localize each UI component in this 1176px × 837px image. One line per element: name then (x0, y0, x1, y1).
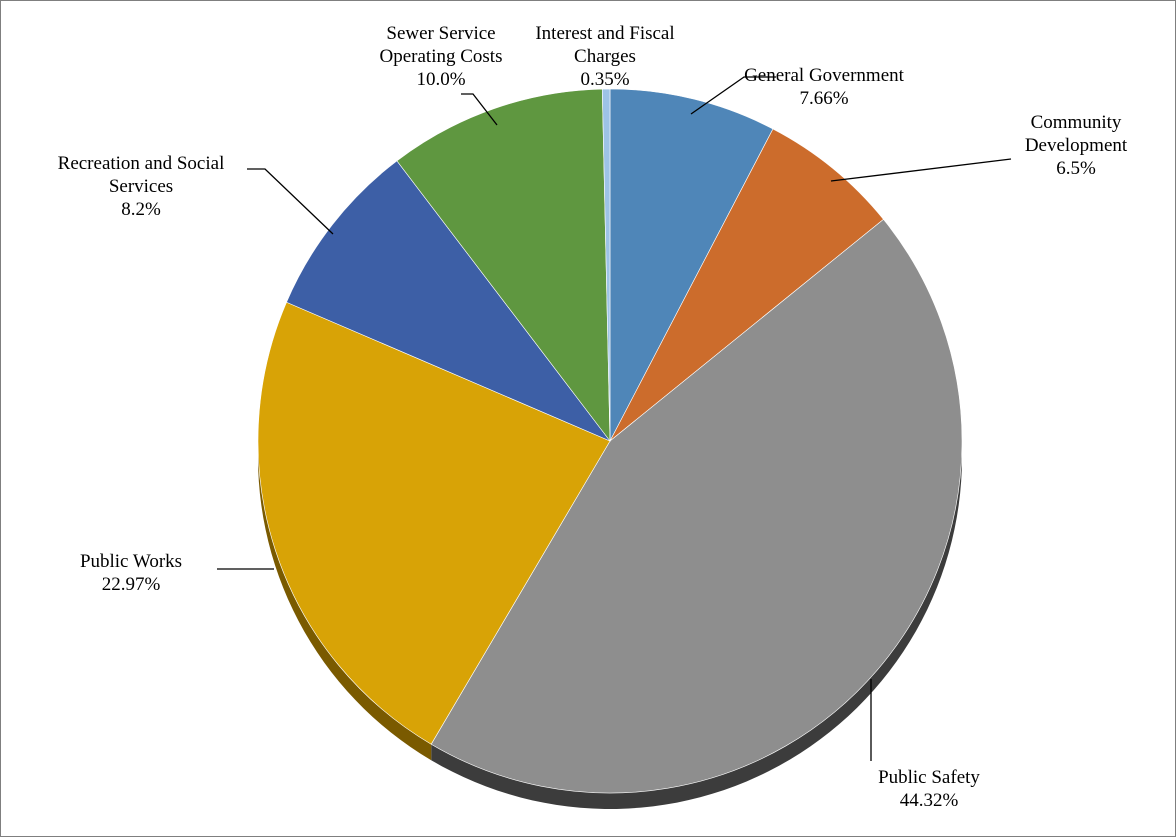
pie-slice-side-3 (431, 441, 962, 809)
slice-name-label: Charges (574, 46, 636, 67)
slice-label-7: Interest and Fiscal Charges 0.35% (535, 23, 674, 90)
pie-slice-4 (257, 301, 611, 745)
slice-value-label: 22.97% (102, 574, 161, 595)
slice-name-label: Public Works (80, 551, 182, 572)
slice-value-label: 0.35% (580, 69, 629, 90)
slice-name-label: Services (109, 176, 173, 197)
slice-value-label: 7.66% (799, 88, 848, 109)
slice-label-1: General Government 7.66% (744, 65, 905, 109)
leader-line-2 (830, 158, 1012, 182)
leader-line-1 (690, 76, 776, 115)
slice-label-6: Sewer Service Operating Costs 10.0% (380, 23, 503, 90)
slice-name-label: Sewer Service (386, 23, 495, 44)
leader-line-5 (247, 168, 334, 235)
slice-name-label: General Government (744, 65, 905, 86)
pie-slice-5 (286, 160, 611, 442)
pie-slices (257, 88, 963, 794)
slice-label-4: Public Works 22.97% (80, 551, 182, 595)
slice-label-2: Community Development 6.5% (1025, 112, 1128, 179)
slice-value-label: 44.32% (900, 790, 959, 811)
pie-slice-6 (396, 88, 611, 442)
slice-name-label: Interest and Fiscal (535, 23, 674, 44)
pie-slice-1 (609, 88, 774, 442)
slice-value-label: 6.5% (1056, 158, 1096, 179)
pie-slice-7 (601, 88, 611, 442)
slice-labels: General Government 7.66% Community Developm… (58, 23, 1128, 811)
slice-label-5: Recreation and Social Services 8.2% (58, 153, 225, 220)
slice-value-label: 10.0% (416, 69, 465, 90)
pie-depth-layer (258, 441, 962, 809)
pie-slice-side-4 (258, 441, 432, 761)
slice-value-label: 8.2% (121, 199, 161, 220)
slice-label-3: Public Safety 44.32% (878, 767, 980, 811)
pie-slice-2 (609, 128, 884, 442)
pie-slice-3 (430, 218, 963, 794)
slice-name-label: Recreation and Social (58, 153, 225, 174)
slice-name-label: Operating Costs (380, 46, 503, 67)
leader-lines (217, 76, 1012, 761)
slice-name-label: Community (1031, 112, 1122, 133)
leader-line-6 (461, 93, 498, 126)
slice-name-label: Development (1025, 135, 1128, 156)
slice-name-label: Public Safety (878, 767, 980, 788)
